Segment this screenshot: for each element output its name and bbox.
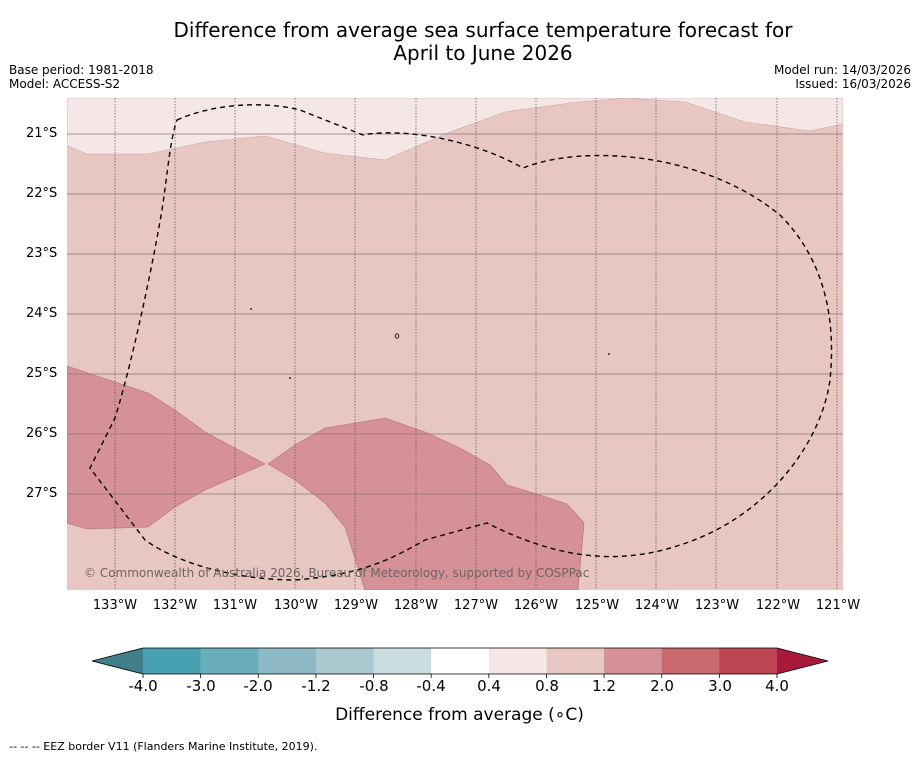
lat-label: 23°S: [26, 246, 58, 261]
anomaly-band-0-4-0-8: [67, 98, 843, 161]
lon-label: 121°W: [815, 598, 861, 613]
sst-map: © Commonwealth of Australia 2026, Bureau…: [67, 98, 843, 590]
colorbar-tick-label: -0.4: [416, 677, 446, 695]
lon-label: 126°W: [513, 598, 559, 613]
lon-label: 131°W: [212, 598, 258, 613]
lat-label: 22°S: [26, 186, 58, 201]
colorbar-tick-label: -4.0: [128, 677, 158, 695]
meta-left: Base period: 1981-2018 Model: ACCESS-S2: [9, 63, 154, 91]
colorbar-tick-label: -2.0: [243, 677, 273, 695]
anomaly-band-1-2-2-0-south: [267, 417, 585, 590]
lat-label: 27°S: [26, 486, 58, 501]
colorbar-tick-label: -0.8: [359, 677, 389, 695]
colorbar-title: Difference from average (∘C): [335, 705, 584, 725]
lat-label: 24°S: [26, 306, 58, 321]
lat-label: 25°S: [26, 366, 58, 381]
latitude-lines: [67, 133, 843, 495]
colorbar-segment: [661, 648, 720, 674]
lon-label: 132°W: [152, 598, 198, 613]
eez-border: [89, 104, 833, 581]
colorbar-tick-label: 4.0: [765, 677, 789, 695]
colorbar-tick-label: -1.2: [301, 677, 331, 695]
lon-label: 128°W: [393, 598, 439, 613]
colorbar-segment: [604, 648, 663, 674]
lon-label: 133°W: [92, 598, 138, 613]
lon-label: 130°W: [273, 598, 319, 613]
colorbar-segment: [143, 648, 202, 674]
colorbar-segment: [431, 648, 490, 674]
issued-date: Issued: 16/03/2026: [795, 77, 911, 91]
lon-label: 127°W: [453, 598, 499, 613]
meta-right: Model run: 14/03/2026 Issued: 16/03/2026: [774, 63, 911, 91]
colorbar-tick-label: 2.0: [650, 677, 674, 695]
lon-label: 123°W: [694, 598, 740, 613]
colorbar-tick-label: 0.4: [477, 677, 501, 695]
lon-label: 122°W: [755, 598, 801, 613]
colorbar-tick-label: 3.0: [708, 677, 732, 695]
lat-label: 21°S: [26, 126, 58, 141]
colorbar-segment: [373, 648, 432, 674]
map-title: Difference from average sea surface temp…: [120, 19, 846, 65]
colorbar-segment: [719, 648, 778, 674]
model-name: Model: ACCESS-S2: [9, 77, 121, 91]
island-markers: [250, 308, 610, 379]
title-line-1: Difference from average sea surface temp…: [173, 18, 793, 42]
colorbar-segment: [200, 648, 259, 674]
colorbar-segment: [315, 648, 375, 674]
lon-label: 124°W: [634, 598, 680, 613]
colorbar-extend-high: [777, 648, 828, 674]
colorbar-segment: [488, 648, 547, 674]
colorbar-segment: [258, 648, 317, 674]
base-period: Base period: 1981-2018: [9, 63, 154, 77]
graticule: [114, 98, 838, 590]
colorbar-tick-label: -3.0: [186, 677, 216, 695]
colorbar-extend-low: [92, 648, 143, 674]
lon-label: 129°W: [333, 598, 379, 613]
model-run: Model run: 14/03/2026: [773, 63, 911, 77]
colorbar-tick-label: 1.2: [592, 677, 616, 695]
lon-label: 125°W: [574, 598, 620, 613]
colorbar-segment: [546, 648, 605, 674]
title-line-2: April to June 2026: [393, 41, 573, 65]
lat-label: 26°S: [26, 426, 58, 441]
eez-footnote: -- -- -- EEZ border V11 (Flanders Marine…: [9, 740, 318, 753]
copyright-note: © Commonwealth of Australia 2026, Bureau…: [84, 566, 589, 580]
colorbar-tick-label: 0.8: [535, 677, 559, 695]
colorbar-outline: [91, 647, 829, 675]
